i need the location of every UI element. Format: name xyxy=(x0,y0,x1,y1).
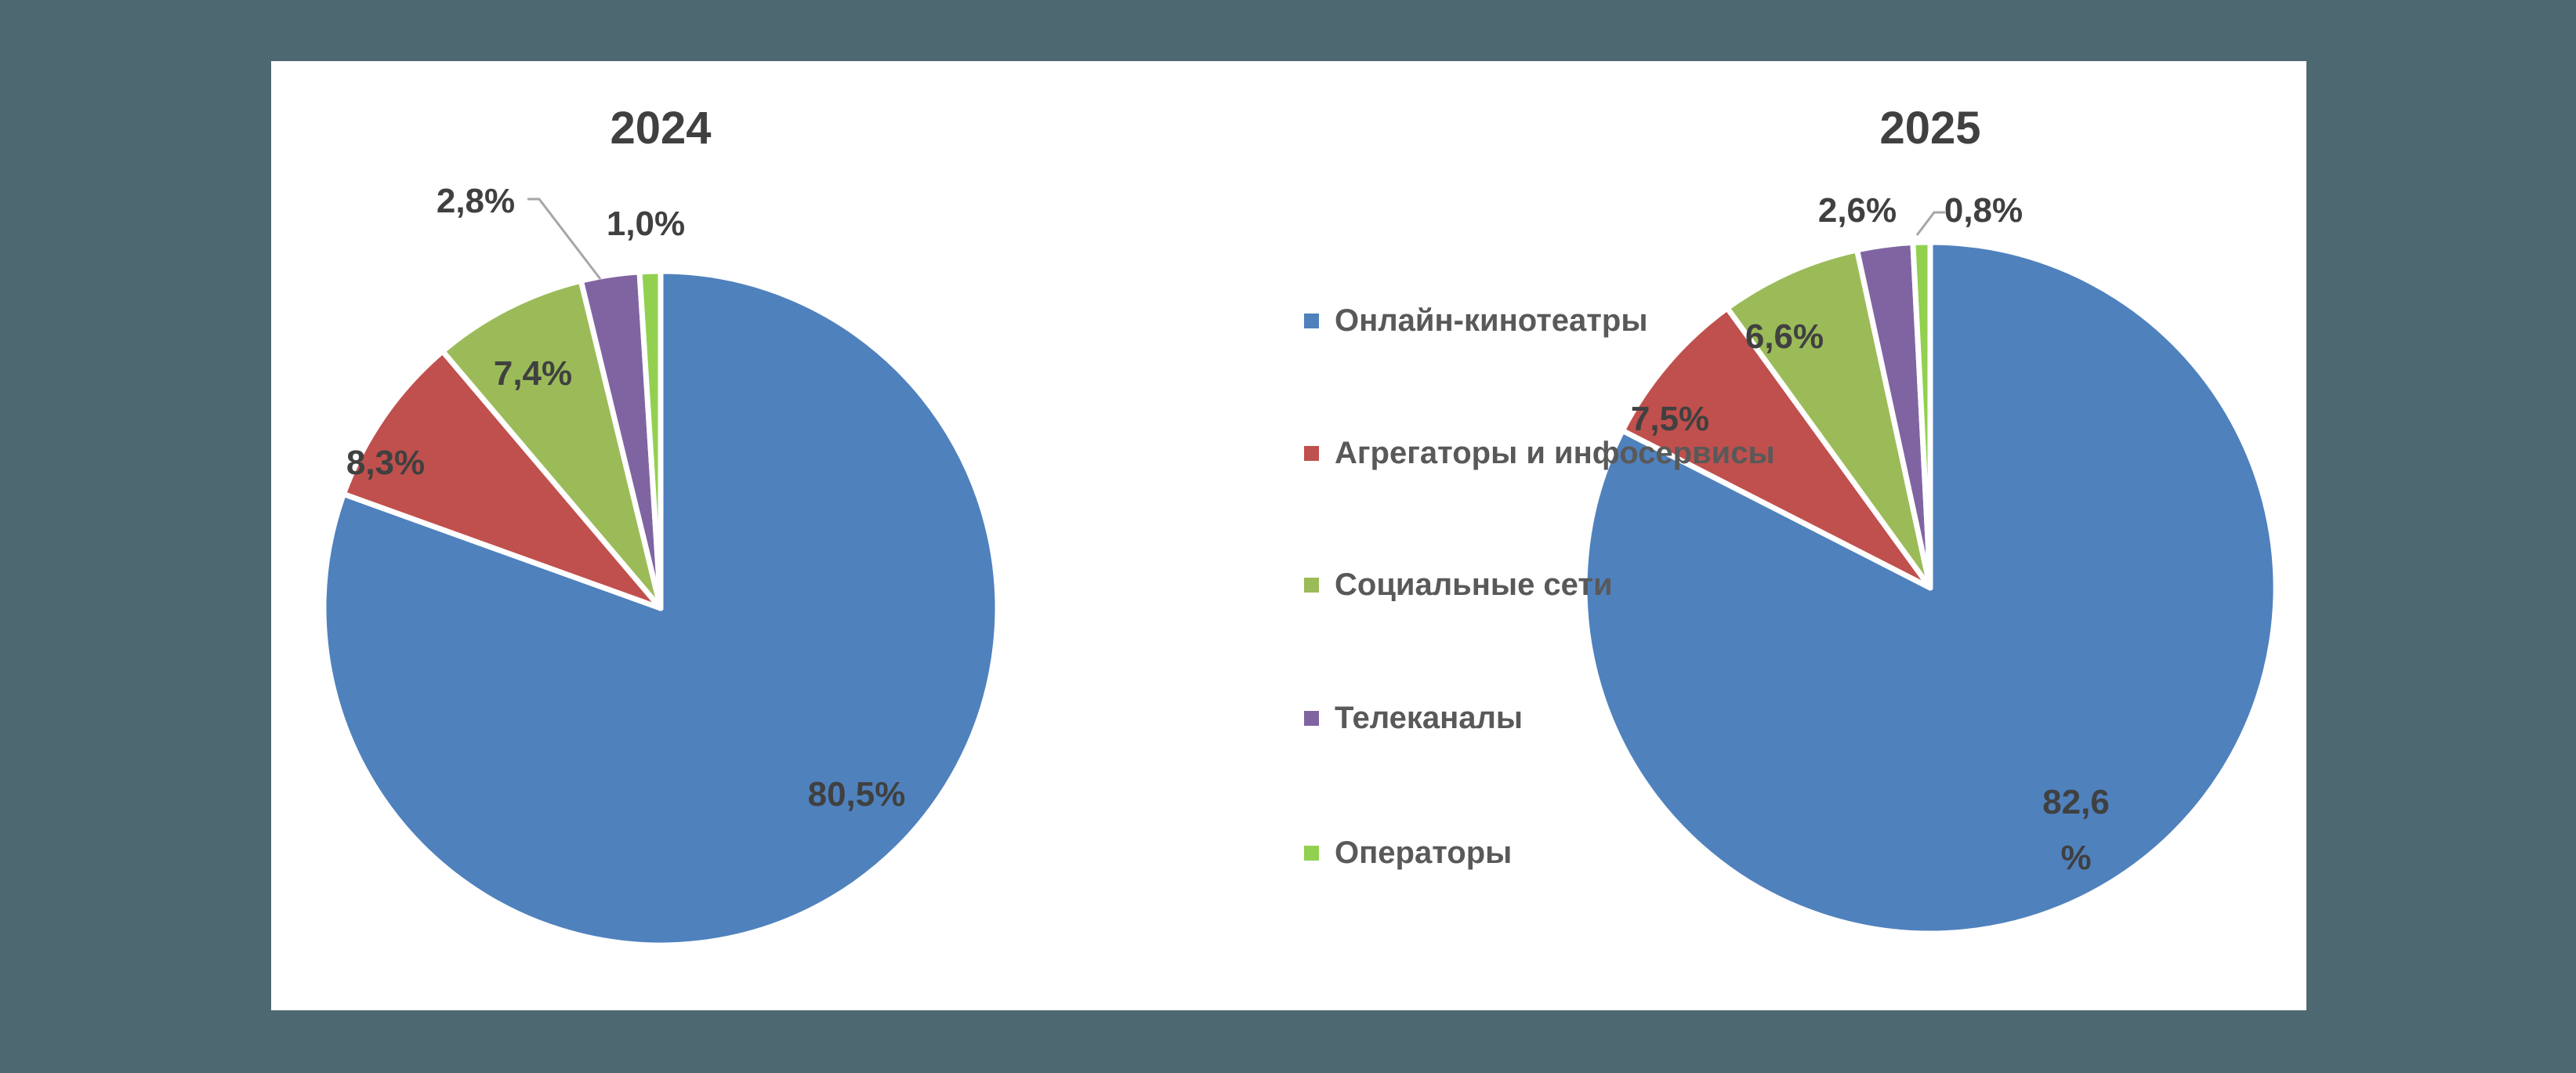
chart-title: 2025 xyxy=(1879,103,1980,154)
pie-slice xyxy=(1619,305,1933,591)
pie-2024 xyxy=(321,268,1001,948)
label-operators: 1,0% xyxy=(607,205,685,243)
pie-slice xyxy=(1724,247,1933,591)
legend-item-tv: Телеканалы xyxy=(1304,701,1523,736)
legend-label: Агрегаторы и инфосервисы xyxy=(1335,436,1775,470)
legend-swatch xyxy=(1304,314,1319,328)
pie-slice xyxy=(1910,239,1933,591)
label-online-cinemas: 80,5% xyxy=(808,775,906,814)
legend-swatch xyxy=(1304,711,1319,726)
legend-label: Операторы xyxy=(1335,836,1513,870)
pie-slice xyxy=(1581,239,2279,937)
label-tv: 2,6% xyxy=(1818,191,1897,230)
legend-item-online-cinemas: Онлайн-кинотеатры xyxy=(1304,303,1647,339)
pie-charts: 2024 2025 80,5% 8,3% 7,4% 2,8% 1,0% 82,6% 7,5% 6,… xyxy=(321,103,2279,948)
pie-2025 xyxy=(1581,239,2279,937)
legend-label: Социальные сети xyxy=(1335,567,1613,602)
leader-line xyxy=(1915,211,1945,236)
label-aggregators: 7,5% xyxy=(1631,400,1709,438)
legend-swatch xyxy=(1304,578,1319,593)
legend-swatch xyxy=(1304,446,1319,461)
label-aggregators: 8,3% xyxy=(346,444,425,482)
label-tv: 2,8% xyxy=(437,182,515,220)
label-online-cinemas: 82,6 xyxy=(2042,783,2110,821)
label-online-cinemas-percent: % xyxy=(2060,839,2091,877)
legend-item-aggregators: Агрегаторы и инфосервисы xyxy=(1304,436,1775,471)
legend-label: Телеканалы xyxy=(1335,701,1523,735)
label-social: 6,6% xyxy=(1745,317,1824,356)
leader-line xyxy=(527,198,602,280)
pie-slice xyxy=(340,348,664,611)
legend-item-operators: Операторы xyxy=(1304,836,1512,871)
chart-title: 2024 xyxy=(610,103,711,154)
pie-slice xyxy=(636,268,664,611)
legend-item-social: Социальные сети xyxy=(1304,567,1613,603)
label-social: 7,4% xyxy=(494,354,572,393)
chart-panel: 2024 2025 80,5% 8,3% 7,4% 2,8% 1,0% 82,6% 7,5% 6,… xyxy=(271,61,2306,1010)
pie-slice xyxy=(440,277,664,611)
label-operators: 0,8% xyxy=(1944,191,2023,230)
legend-swatch xyxy=(1304,846,1319,861)
legend-label: Онлайн-кинотеатры xyxy=(1335,303,1648,338)
